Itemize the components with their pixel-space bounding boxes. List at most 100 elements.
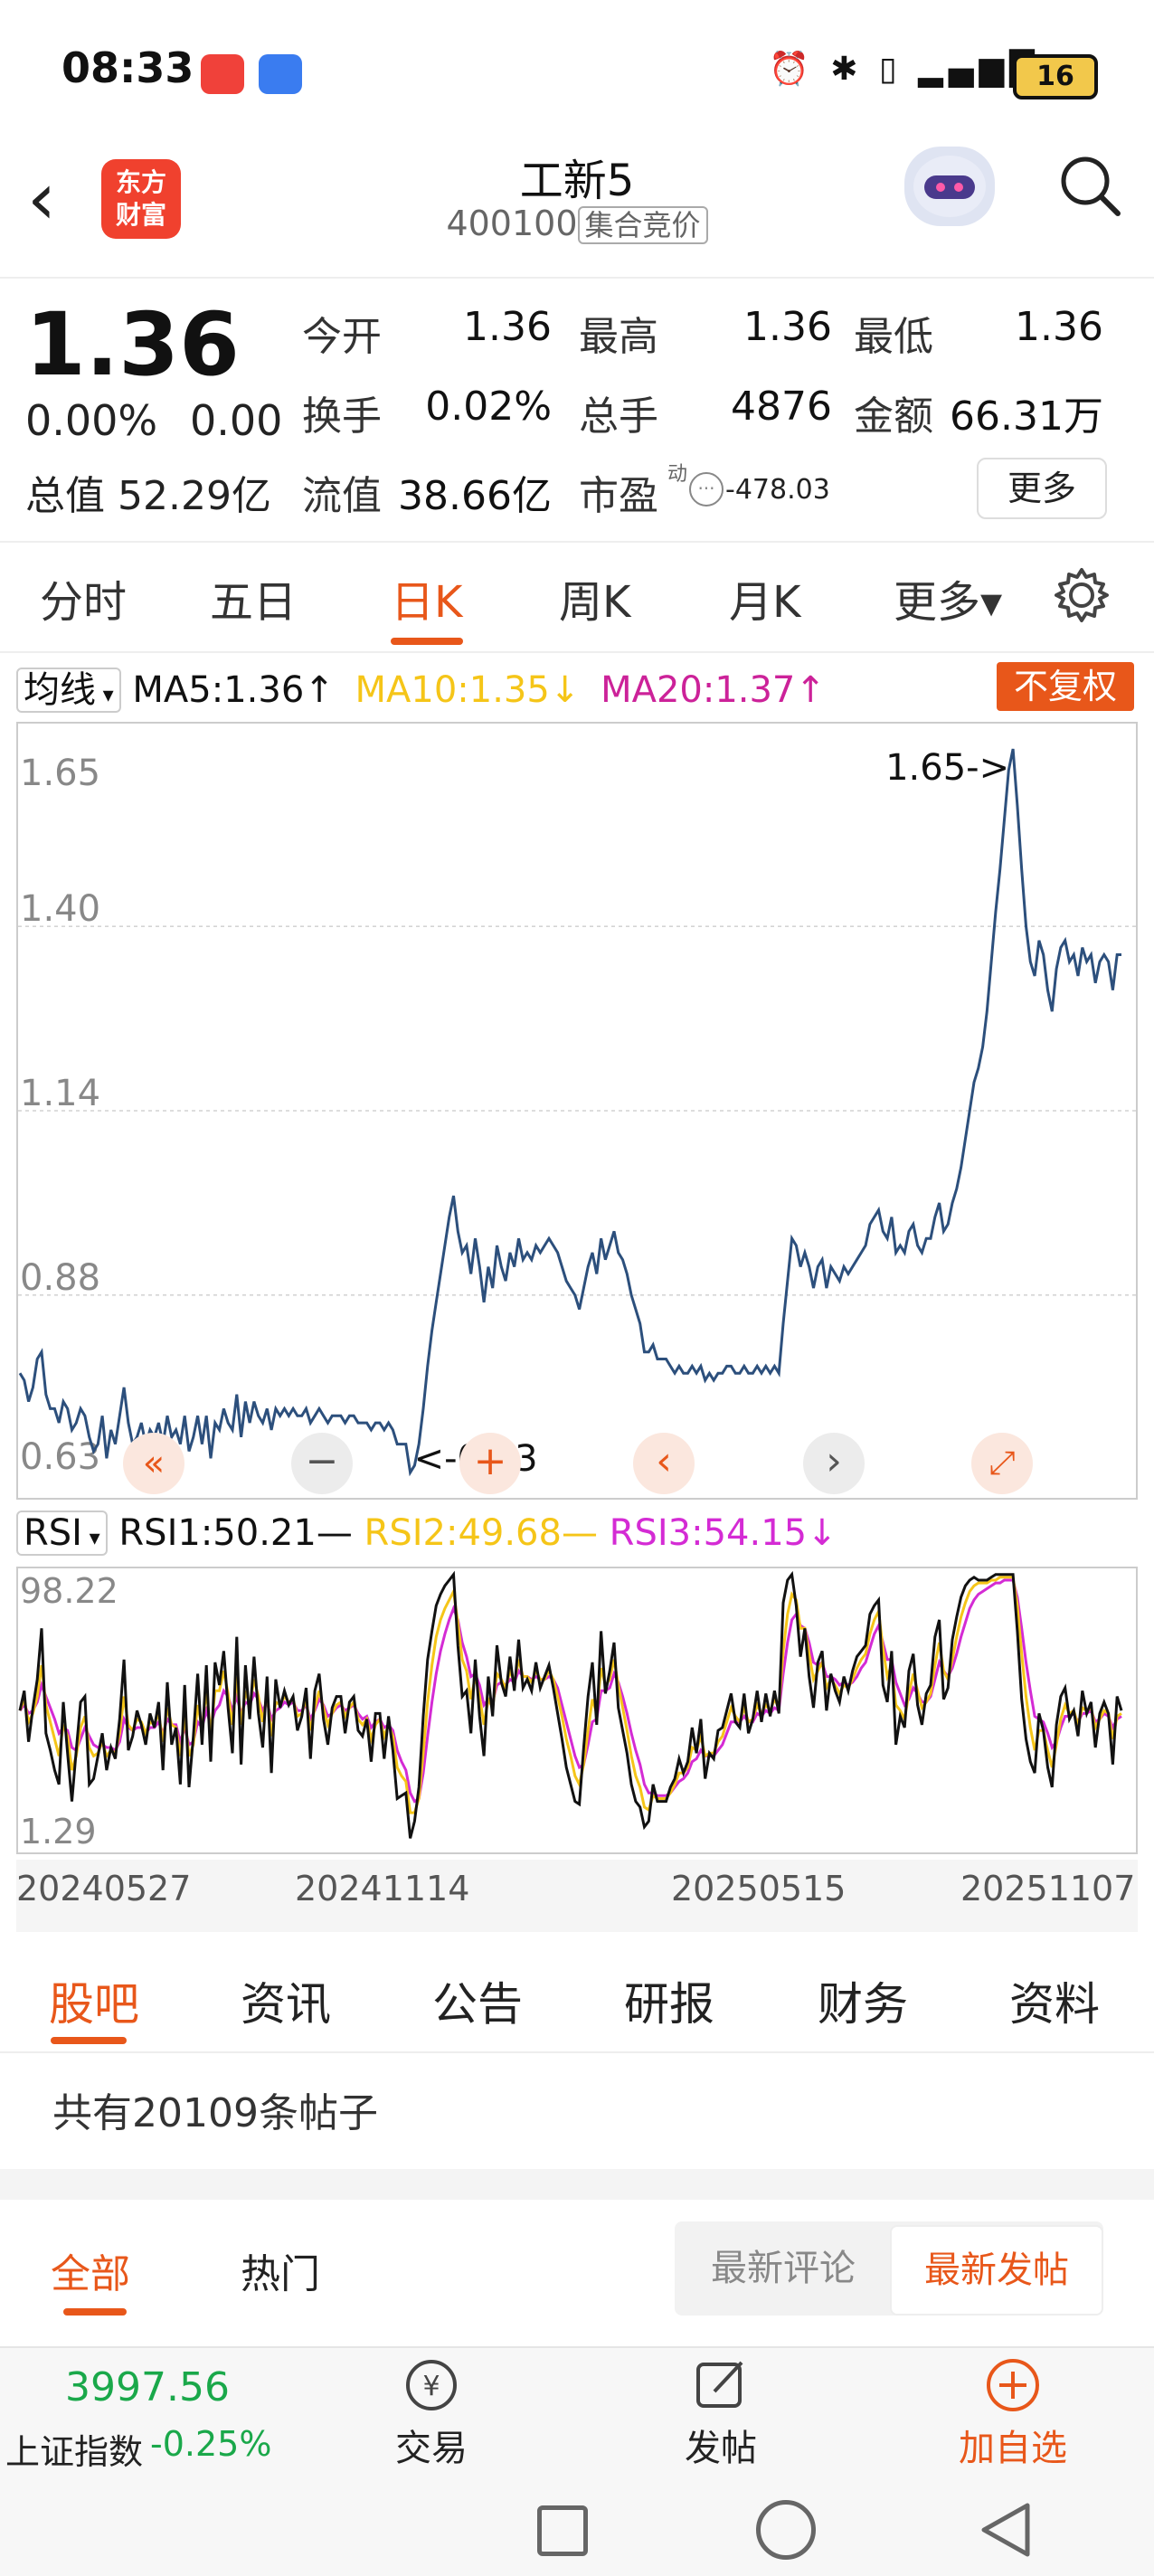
volume-label: 总手 [579, 393, 658, 440]
no-adjust-button[interactable]: 不复权 [997, 662, 1134, 711]
back-arrow-icon[interactable]: ‹ [27, 156, 56, 241]
stock-subtitle: 400100 集合竞价 [0, 203, 1154, 244]
trade-label: 交易 [395, 2428, 468, 2469]
current-price: 1.36 [25, 294, 240, 395]
back-nav-icon[interactable] [977, 2500, 1035, 2563]
header-divider [0, 277, 1154, 279]
tab-research[interactable]: 研报 [624, 1978, 714, 2031]
amount-value: 66.31万 [950, 393, 1103, 440]
tab-announcements[interactable]: 公告 [432, 1978, 523, 2031]
total-value: 总值 52.29亿 [25, 463, 271, 521]
posts-count: 共有20109条帖子 [52, 2090, 378, 2136]
change-amount: 0.00 [190, 396, 283, 445]
content-tabs [0, 1943, 1154, 2053]
more-button[interactable]: 更多 [977, 458, 1107, 519]
add-watchlist-label: 加自选 [959, 2428, 1067, 2469]
section-gap [0, 2169, 1154, 2200]
add-watchlist-button[interactable]: 加自选 [950, 2355, 1076, 2471]
ma-selector[interactable]: 均线 ▾ [16, 668, 121, 713]
x-tick-label: 20241114 [295, 1869, 470, 1908]
x-tick-label: 20240527 [16, 1869, 192, 1908]
rsi-selector[interactable]: RSI ▾ [16, 1511, 108, 1556]
tab-more[interactable]: 更多▾ [894, 577, 1003, 628]
rsi-y-tick-label: 98.22 [20, 1571, 118, 1611]
status-time: 08:33 [61, 43, 194, 92]
tab-guba[interactable]: 股吧 [49, 1978, 139, 2031]
filter-hot[interactable]: 热门 [241, 2251, 320, 2297]
zoom-in-icon[interactable]: + [459, 1433, 521, 1494]
rsi3-trend-mark: ↓ [807, 1512, 837, 1554]
pe-label: 市盈 [579, 473, 658, 519]
sort-latest-post[interactable]: 最新发帖 [890, 2225, 1103, 2316]
change-percent: 0.00% [25, 396, 158, 445]
settings-gear-icon[interactable] [1053, 566, 1111, 628]
turnover-value: 0.02% [425, 384, 552, 430]
scroll-left-icon[interactable]: ‹ [633, 1433, 695, 1494]
price-y-tick-label: 1.14 [20, 1073, 100, 1114]
home-icon[interactable] [756, 2500, 816, 2560]
price-y-tick-label: 1.65 [20, 753, 100, 794]
price-y-tick-label: 1.40 [20, 888, 100, 930]
tab-finance[interactable]: 财务 [818, 1978, 908, 2031]
quote-divider [0, 541, 1154, 543]
zoom-out-icon[interactable]: − [291, 1433, 353, 1494]
index-label[interactable]: 上证指数 [5, 2432, 144, 2472]
ma10-value: MA10:1.35↓ [355, 669, 581, 711]
rsi-selector-label: RSI [24, 1512, 82, 1554]
tab-weekly-k[interactable]: 周K [559, 577, 631, 628]
rewind-icon[interactable]: « [123, 1433, 184, 1494]
open-value: 1.36 [463, 304, 552, 350]
post-button[interactable]: 发帖 [662, 2355, 780, 2471]
stock-code: 400100 [446, 204, 578, 243]
price-chart[interactable]: 1.651.401.140.880.63 1.65-> <-0.63 [16, 722, 1138, 1500]
rsi-selector-caret: ▾ [81, 1525, 100, 1550]
edit-icon [691, 2355, 751, 2415]
tab-monthly-k[interactable]: 月K [729, 577, 801, 628]
filter-all[interactable]: 全部 [51, 2251, 130, 2297]
low-value: 1.36 [1015, 304, 1103, 350]
index-change[interactable]: -0.25% [150, 2424, 272, 2464]
trade-button[interactable]: ¥ 交易 [373, 2355, 490, 2471]
robot-assistant-avatar[interactable] [904, 147, 995, 226]
rsi2-value: RSI2:49.68 [364, 1512, 562, 1554]
rsi1-series-line [18, 1570, 1123, 1839]
sort-latest-comment[interactable]: 最新评论 [711, 2248, 856, 2289]
high-label: 最高 [579, 314, 658, 360]
price-series-line [18, 748, 1121, 1477]
rsi-indicator-row: RSI ▾ RSI1:50.21— RSI2:49.68— RSI3:54.15… [16, 1511, 1147, 1561]
tab-active-underline [391, 638, 463, 645]
fullscreen-icon[interactable]: ⤢ [971, 1433, 1033, 1494]
search-icon[interactable] [1058, 154, 1121, 216]
tab-five-day[interactable]: 五日 [210, 577, 298, 628]
rsi2-trend-mark: — [561, 1512, 598, 1554]
x-tick-label: 20251107 [960, 1869, 1136, 1908]
bottom-toolbar [0, 2346, 1154, 2478]
tab-intraday[interactable]: 分时 [40, 577, 128, 628]
float-value-label: 流值 [302, 473, 382, 519]
volume-value: 4876 [731, 384, 832, 430]
x-tick-label: 20250515 [671, 1869, 847, 1908]
tab-profile[interactable]: 资料 [1009, 1978, 1100, 2031]
total-value-number: 52.29亿 [118, 473, 271, 519]
logo-text-top: 东方 [115, 167, 166, 197]
ma5-value: MA5:1.36↑ [132, 669, 335, 711]
ma-indicator-row: 均线 ▾ MA5:1.36↑ MA10:1.35↓ MA20:1.37↑ [16, 660, 1147, 713]
ma-selector-caret: ▾ [96, 682, 114, 707]
scroll-right-icon[interactable]: › [803, 1433, 865, 1494]
battery-indicator: 16 [1013, 54, 1098, 99]
recents-icon[interactable] [537, 2505, 588, 2556]
tab-news[interactable]: 资讯 [241, 1978, 331, 2031]
subtab-active-underline [51, 2037, 127, 2044]
status-bar: 08:33 ⏰ ✱ ▯ ▂▄▆█ 16 [0, 0, 1154, 136]
ma-selector-label: 均线 [24, 669, 96, 711]
rsi-chart[interactable]: 98.22 1.29 [16, 1567, 1138, 1856]
more-dots-icon[interactable]: ··· [689, 472, 724, 507]
chat-app-icon [259, 54, 302, 94]
tab-daily-k[interactable]: 日K [391, 577, 463, 628]
rsi1-trend-mark: — [316, 1512, 353, 1554]
index-value[interactable]: 3997.56 [65, 2364, 230, 2410]
yen-exchange-icon: ¥ [402, 2355, 461, 2415]
pe-dynamic-sup: 动 [667, 463, 688, 486]
rsi1-value: RSI1:50.21 [118, 1512, 317, 1554]
amount-label: 金额 [854, 393, 933, 440]
